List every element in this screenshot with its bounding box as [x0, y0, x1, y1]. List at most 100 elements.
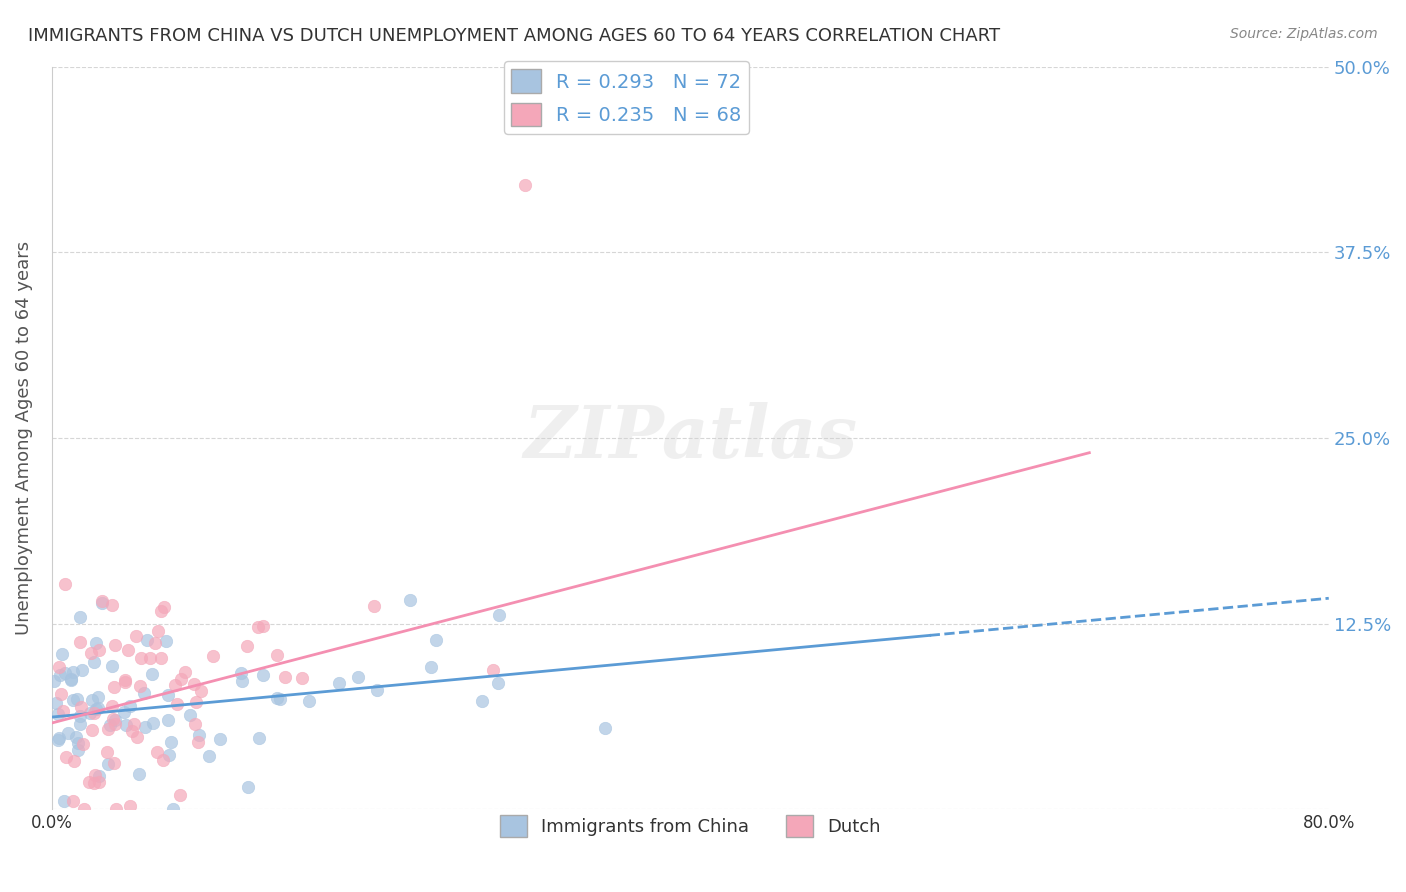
Point: [69, 635, 91, 649]
Point: [425, 632, 447, 647]
Point: [62, 665, 84, 679]
Point: [100, 698, 122, 713]
Point: [87, 701, 110, 715]
Point: [114, 718, 136, 732]
Point: [139, 651, 162, 665]
Point: [420, 660, 443, 674]
Point: [132, 685, 155, 699]
Point: [48, 660, 70, 674]
Point: [101, 599, 124, 613]
Point: [152, 753, 174, 767]
Point: [69, 610, 91, 624]
Point: [229, 666, 252, 681]
Point: [135, 632, 157, 647]
Point: [46, 732, 69, 747]
Point: [87, 775, 110, 789]
Point: [128, 767, 150, 781]
Point: [44, 673, 66, 688]
Point: [104, 638, 127, 652]
Point: [347, 670, 370, 684]
Point: [90, 594, 112, 608]
Point: [114, 673, 136, 687]
Point: [363, 599, 385, 613]
Point: [150, 604, 173, 618]
Point: [273, 670, 295, 684]
Point: [187, 735, 209, 749]
Point: [190, 683, 212, 698]
Point: [208, 731, 231, 746]
Point: [118, 698, 141, 713]
Point: [129, 650, 152, 665]
Point: [174, 665, 197, 679]
Point: [60, 673, 83, 687]
Point: [53, 665, 76, 680]
Point: [103, 756, 125, 771]
Point: [179, 707, 201, 722]
Point: [155, 633, 177, 648]
Point: [291, 671, 314, 685]
Point: [157, 748, 180, 763]
Point: [51, 688, 73, 702]
Point: [269, 692, 291, 706]
Point: [482, 663, 505, 677]
Point: [66, 736, 89, 750]
Point: [79, 775, 101, 789]
Point: [252, 619, 274, 633]
Point: [134, 720, 156, 734]
Point: [247, 620, 270, 634]
Point: [45, 697, 67, 711]
Point: [201, 649, 224, 664]
Point: [198, 748, 221, 763]
Point: [266, 648, 288, 662]
Text: Source: ZipAtlas.com: Source: ZipAtlas.com: [1230, 27, 1378, 41]
Point: [69, 708, 91, 723]
Point: [153, 600, 176, 615]
Point: [471, 693, 494, 707]
Point: [121, 723, 143, 738]
Point: [100, 658, 122, 673]
Point: [87, 690, 110, 704]
Point: [82, 693, 104, 707]
Point: [55, 750, 77, 764]
Point: [399, 592, 422, 607]
Point: [112, 705, 135, 719]
Point: [73, 802, 96, 816]
Point: [117, 642, 139, 657]
Point: [46, 706, 69, 721]
Point: [63, 754, 86, 768]
Point: [247, 731, 270, 746]
Point: [146, 745, 169, 759]
Point: [169, 788, 191, 802]
Point: [141, 667, 163, 681]
Point: [114, 674, 136, 689]
Point: [143, 636, 166, 650]
Point: [84, 702, 107, 716]
Point: [97, 756, 120, 771]
Text: ZIPatlas: ZIPatlas: [523, 402, 858, 474]
Point: [55, 577, 77, 591]
Point: [62, 693, 84, 707]
Point: [98, 718, 121, 732]
Point: [188, 728, 211, 742]
Point: [104, 713, 127, 727]
Point: [82, 723, 104, 737]
Point: [104, 717, 127, 731]
Point: [58, 726, 80, 740]
Point: [125, 730, 148, 744]
Point: [165, 677, 187, 691]
Point: [515, 178, 537, 193]
Text: IMMIGRANTS FROM CHINA VS DUTCH UNEMPLOYMENT AMONG AGES 60 TO 64 YEARS CORRELATIO: IMMIGRANTS FROM CHINA VS DUTCH UNEMPLOYM…: [28, 27, 1000, 45]
Y-axis label: Unemployment Among Ages 60 to 64 years: Unemployment Among Ages 60 to 64 years: [15, 241, 32, 635]
Point: [157, 713, 180, 727]
Point: [297, 694, 319, 708]
Point: [87, 643, 110, 657]
Point: [183, 676, 205, 690]
Point: [70, 663, 93, 677]
Point: [128, 679, 150, 693]
Point: [122, 717, 145, 731]
Point: [72, 737, 94, 751]
Point: [83, 706, 105, 721]
Legend: Immigrants from China, Dutch: Immigrants from China, Dutch: [492, 808, 887, 845]
Point: [59, 672, 82, 686]
Point: [91, 596, 114, 610]
